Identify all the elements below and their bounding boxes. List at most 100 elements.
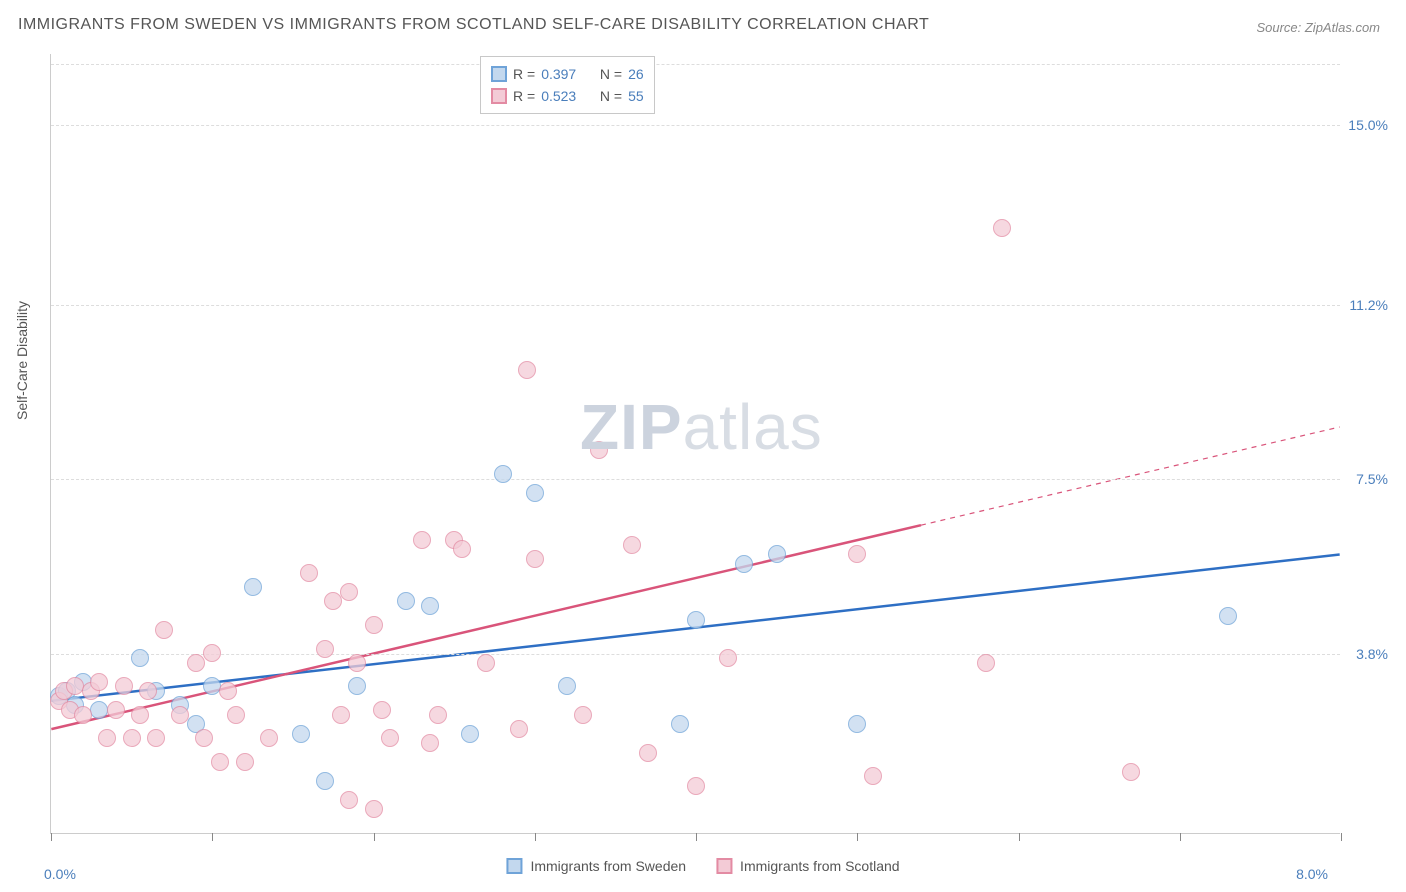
scatter-point — [340, 791, 358, 809]
scatter-point — [623, 536, 641, 554]
x-tick-mark — [1019, 833, 1020, 841]
scatter-point — [671, 715, 689, 733]
y-tick-label: 11.2% — [1349, 297, 1388, 313]
scatter-point — [187, 654, 205, 672]
x-tick-mark — [1180, 833, 1181, 841]
scatter-point — [977, 654, 995, 672]
scatter-point — [316, 640, 334, 658]
scatter-point — [155, 621, 173, 639]
scatter-point — [300, 564, 318, 582]
legend-label: Immigrants from Scotland — [740, 858, 900, 874]
scatter-point — [171, 706, 189, 724]
gridline-h — [51, 305, 1340, 306]
scatter-point — [211, 753, 229, 771]
scatter-point — [348, 654, 366, 672]
scatter-point — [139, 682, 157, 700]
scatter-point — [227, 706, 245, 724]
x-tick-mark — [535, 833, 536, 841]
x-tick-mark — [51, 833, 52, 841]
source-label: Source: ZipAtlas.com — [1256, 20, 1380, 35]
x-tick-mark — [374, 833, 375, 841]
scatter-point — [864, 767, 882, 785]
swatch-icon — [716, 858, 732, 874]
legend-label: Immigrants from Sweden — [530, 858, 686, 874]
scatter-point — [735, 555, 753, 573]
scatter-point — [526, 484, 544, 502]
gridline-h — [51, 64, 1340, 65]
scatter-point — [219, 682, 237, 700]
x-tick-mark — [696, 833, 697, 841]
scatter-point — [574, 706, 592, 724]
scatter-point — [340, 583, 358, 601]
gridline-h — [51, 479, 1340, 480]
scatter-point — [131, 649, 149, 667]
gridline-h — [51, 125, 1340, 126]
y-tick-label: 3.8% — [1356, 646, 1388, 662]
chart-title: IMMIGRANTS FROM SWEDEN VS IMMIGRANTS FRO… — [18, 16, 929, 34]
scatter-point — [244, 578, 262, 596]
scatter-point — [421, 597, 439, 615]
scatter-point — [373, 701, 391, 719]
scatter-point — [365, 616, 383, 634]
chart-plot-area — [50, 54, 1340, 834]
scatter-point — [494, 465, 512, 483]
scatter-point — [107, 701, 125, 719]
scatter-point — [74, 706, 92, 724]
legend-item: Immigrants from Sweden — [506, 858, 686, 874]
scatter-point — [348, 677, 366, 695]
scatter-point — [510, 720, 528, 738]
r-value: 0.397 — [541, 66, 576, 82]
x-tick-mark — [1341, 833, 1342, 841]
n-label: N = — [600, 66, 622, 82]
n-value: 55 — [628, 88, 644, 104]
scatter-point — [260, 729, 278, 747]
scatter-point — [203, 644, 221, 662]
scatter-point — [115, 677, 133, 695]
scatter-point — [719, 649, 737, 667]
scatter-point — [90, 673, 108, 691]
r-label: R = — [513, 88, 535, 104]
scatter-point — [1219, 607, 1237, 625]
legend-stat-row: R = 0.397 N = 26 — [491, 63, 644, 85]
scatter-point — [1122, 763, 1140, 781]
scatter-point — [421, 734, 439, 752]
legend-stats: R = 0.397 N = 26 R = 0.523 N = 55 — [480, 56, 655, 114]
scatter-point — [687, 611, 705, 629]
n-label: N = — [600, 88, 622, 104]
scatter-point — [590, 441, 608, 459]
scatter-point — [195, 729, 213, 747]
scatter-point — [848, 715, 866, 733]
scatter-point — [98, 729, 116, 747]
scatter-point — [768, 545, 786, 563]
r-value: 0.523 — [541, 88, 576, 104]
legend-series: Immigrants from Sweden Immigrants from Sc… — [506, 858, 899, 874]
scatter-point — [558, 677, 576, 695]
x-tick-max: 8.0% — [1296, 866, 1328, 882]
scatter-point — [993, 219, 1011, 237]
r-label: R = — [513, 66, 535, 82]
scatter-point — [324, 592, 342, 610]
scatter-point — [292, 725, 310, 743]
x-tick-mark — [212, 833, 213, 841]
gridline-h — [51, 654, 1340, 655]
legend-stat-row: R = 0.523 N = 55 — [491, 85, 644, 107]
scatter-point — [413, 531, 431, 549]
swatch-icon — [491, 66, 507, 82]
scatter-point — [453, 540, 471, 558]
scatter-point — [397, 592, 415, 610]
scatter-point — [461, 725, 479, 743]
scatter-point — [429, 706, 447, 724]
swatch-icon — [506, 858, 522, 874]
scatter-point — [316, 772, 334, 790]
y-tick-label: 15.0% — [1348, 117, 1388, 133]
y-axis-label: Self-Care Disability — [14, 301, 30, 420]
x-tick-min: 0.0% — [44, 866, 76, 882]
x-tick-mark — [857, 833, 858, 841]
scatter-point — [147, 729, 165, 747]
scatter-point — [477, 654, 495, 672]
legend-item: Immigrants from Scotland — [716, 858, 900, 874]
scatter-point — [381, 729, 399, 747]
y-tick-label: 7.5% — [1356, 471, 1388, 487]
scatter-point — [526, 550, 544, 568]
scatter-point — [131, 706, 149, 724]
